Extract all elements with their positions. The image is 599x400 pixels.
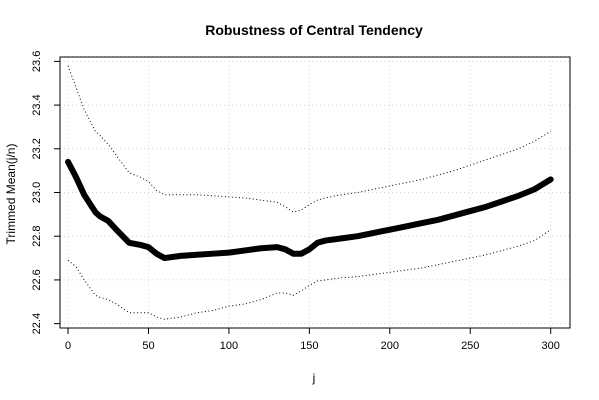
chart-title: Robustness of Central Tendency [205,22,423,38]
x-axis-label: j [312,371,316,385]
y-tick-label: 23.0 [31,182,43,203]
x-tick-label: 150 [300,340,318,352]
x-tick-label: 200 [381,340,399,352]
upper-bound-line [67,65,551,213]
y-tick-label: 23.2 [31,138,43,159]
y-tick-label: 22.8 [31,225,43,246]
x-tick-label: 100 [220,340,238,352]
series-layer [65,65,554,320]
grid [60,57,570,328]
x-tick-label: 0 [65,340,71,352]
x-tick-label: 250 [461,340,479,352]
y-tick-label: 23.4 [31,94,43,115]
y-tick-label: 22.4 [31,313,43,334]
x-axis: 0 50 100 150 200 250 300 [65,328,560,352]
y-tick-label: 23.6 [31,51,43,72]
mean-line [65,158,554,262]
y-tick-label: 22.6 [31,269,43,290]
y-axis: 22.4 22.6 22.8 23.0 23.2 23.4 23.6 [31,51,60,334]
y-axis-label: Trimmed Mean(j/n) [4,144,18,245]
lower-bound-line [67,229,551,320]
x-tick-label: 50 [142,340,154,352]
x-tick-label: 300 [542,340,560,352]
